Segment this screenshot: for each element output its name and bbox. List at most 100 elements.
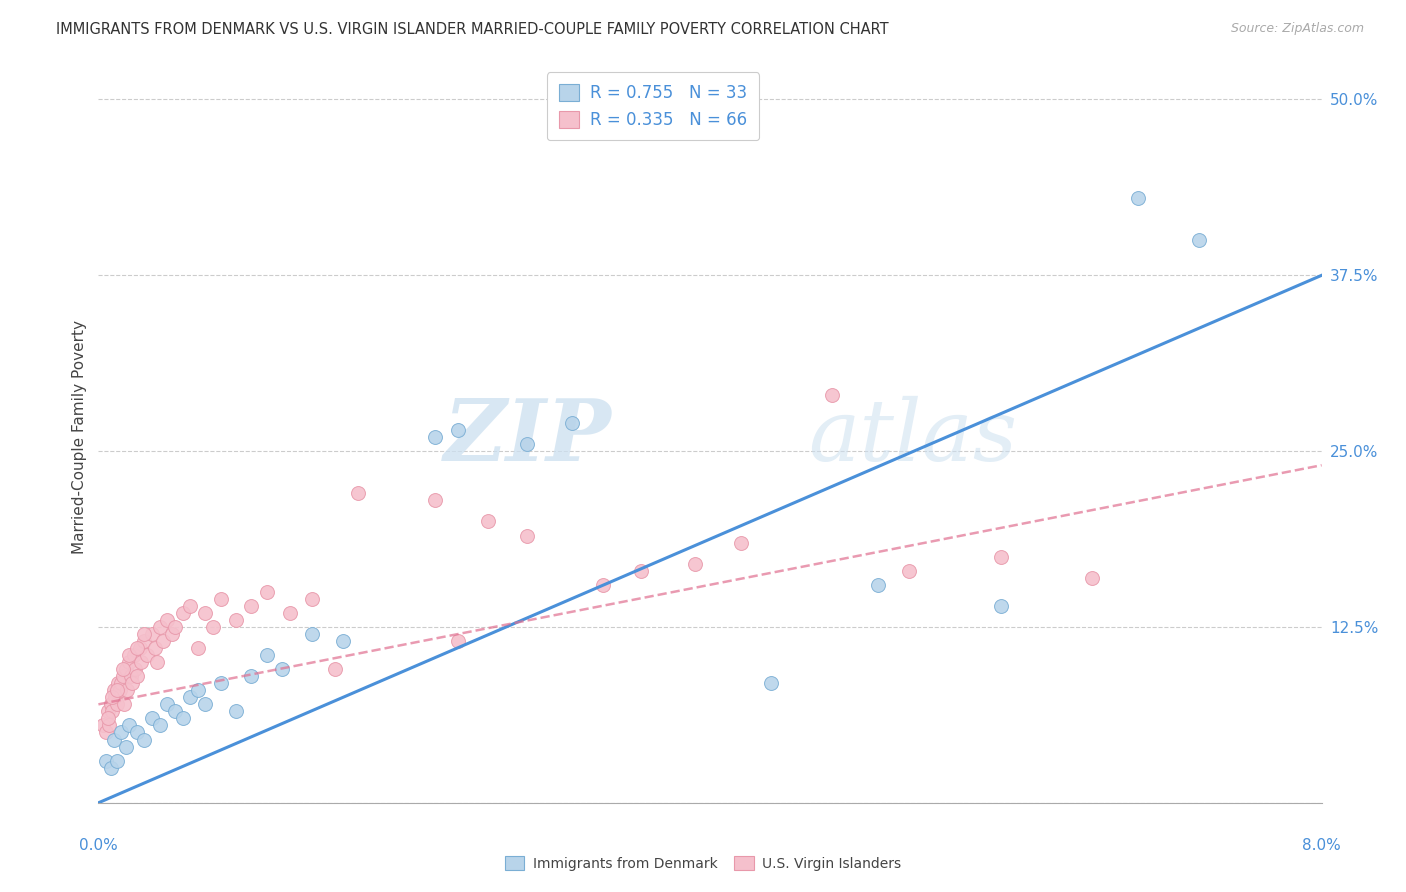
Point bbox=[111, 662, 134, 676]
Point bbox=[100, 761, 122, 775]
Point bbox=[111, 669, 134, 683]
Text: 0.0%: 0.0% bbox=[79, 838, 118, 853]
Point bbox=[97, 705, 120, 719]
Point bbox=[100, 698, 122, 712]
Point bbox=[990, 549, 1012, 564]
Point bbox=[256, 584, 278, 599]
Point bbox=[1188, 233, 1211, 247]
Point bbox=[301, 591, 323, 606]
Point bbox=[125, 669, 148, 683]
Point bbox=[107, 676, 129, 690]
Point bbox=[104, 690, 127, 705]
Point bbox=[209, 591, 232, 606]
Point bbox=[868, 578, 890, 592]
Point bbox=[134, 634, 156, 648]
Y-axis label: Married-Couple Family Poverty: Married-Couple Family Poverty bbox=[72, 320, 87, 554]
Point bbox=[103, 683, 125, 698]
Point bbox=[630, 564, 652, 578]
Point bbox=[110, 676, 132, 690]
Point bbox=[149, 718, 172, 732]
Point bbox=[156, 613, 179, 627]
Point bbox=[225, 705, 247, 719]
Point bbox=[115, 662, 138, 676]
Point bbox=[98, 718, 121, 732]
Point bbox=[730, 535, 752, 549]
Point bbox=[194, 698, 217, 712]
Point bbox=[187, 683, 209, 698]
Point bbox=[141, 627, 163, 641]
Point bbox=[1128, 191, 1150, 205]
Point bbox=[103, 732, 125, 747]
Point bbox=[202, 620, 225, 634]
Point bbox=[270, 662, 294, 676]
Point bbox=[194, 606, 217, 620]
Point bbox=[897, 564, 920, 578]
Point bbox=[97, 711, 120, 725]
Point bbox=[125, 725, 148, 739]
Point bbox=[105, 683, 128, 698]
Point bbox=[152, 634, 174, 648]
Point bbox=[515, 437, 537, 451]
Point bbox=[94, 725, 117, 739]
Point bbox=[121, 676, 143, 690]
Point bbox=[94, 754, 117, 768]
Point bbox=[91, 718, 114, 732]
Point bbox=[163, 705, 186, 719]
Point bbox=[423, 430, 446, 444]
Point bbox=[115, 739, 138, 754]
Point bbox=[172, 711, 194, 725]
Text: 8.0%: 8.0% bbox=[1302, 838, 1341, 853]
Point bbox=[125, 641, 148, 656]
Point bbox=[118, 655, 141, 669]
Point bbox=[683, 557, 706, 571]
Point bbox=[101, 705, 124, 719]
Point bbox=[592, 578, 614, 592]
Point bbox=[112, 698, 135, 712]
Point bbox=[761, 676, 783, 690]
Point bbox=[172, 606, 194, 620]
Point bbox=[143, 641, 166, 656]
Point bbox=[110, 725, 132, 739]
Point bbox=[145, 655, 167, 669]
Point bbox=[447, 634, 470, 648]
Point bbox=[332, 634, 354, 648]
Point bbox=[821, 388, 844, 402]
Point bbox=[101, 690, 124, 705]
Point bbox=[179, 599, 201, 613]
Point bbox=[423, 493, 446, 508]
Point bbox=[278, 606, 301, 620]
Point bbox=[124, 662, 146, 676]
Point bbox=[561, 416, 583, 430]
Point bbox=[163, 620, 186, 634]
Legend: Immigrants from Denmark, U.S. Virgin Islanders: Immigrants from Denmark, U.S. Virgin Isl… bbox=[499, 850, 907, 876]
Point bbox=[122, 648, 145, 662]
Point bbox=[117, 683, 139, 698]
Point bbox=[990, 599, 1012, 613]
Point bbox=[105, 754, 128, 768]
Point bbox=[160, 627, 183, 641]
Point bbox=[1081, 571, 1104, 585]
Point bbox=[136, 648, 159, 662]
Text: Source: ZipAtlas.com: Source: ZipAtlas.com bbox=[1230, 22, 1364, 36]
Point bbox=[108, 683, 131, 698]
Point bbox=[156, 698, 179, 712]
Point bbox=[149, 620, 172, 634]
Point bbox=[301, 627, 323, 641]
Point bbox=[129, 655, 152, 669]
Point bbox=[187, 641, 209, 656]
Point bbox=[118, 648, 141, 662]
Text: atlas: atlas bbox=[808, 396, 1017, 478]
Legend: R = 0.755   N = 33, R = 0.335   N = 66: R = 0.755 N = 33, R = 0.335 N = 66 bbox=[547, 72, 759, 140]
Text: IMMIGRANTS FROM DENMARK VS U.S. VIRGIN ISLANDER MARRIED-COUPLE FAMILY POVERTY CO: IMMIGRANTS FROM DENMARK VS U.S. VIRGIN I… bbox=[56, 22, 889, 37]
Point bbox=[120, 669, 142, 683]
Point bbox=[134, 627, 156, 641]
Point bbox=[209, 676, 232, 690]
Text: ZIP: ZIP bbox=[444, 395, 612, 479]
Point bbox=[240, 669, 263, 683]
Point bbox=[225, 613, 247, 627]
Point bbox=[141, 711, 163, 725]
Point bbox=[134, 732, 156, 747]
Point bbox=[447, 423, 470, 437]
Point bbox=[105, 698, 128, 712]
Point bbox=[118, 718, 141, 732]
